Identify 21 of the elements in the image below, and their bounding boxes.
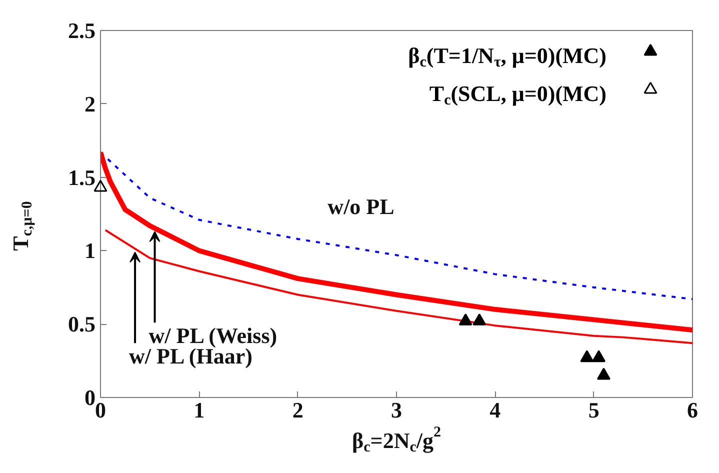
y-tick-label: 0.5 <box>68 312 96 337</box>
y-tick-label: 1.5 <box>68 164 96 190</box>
x-tick-label: 6 <box>687 398 698 422</box>
x-tick-label: 4 <box>490 398 501 422</box>
point <box>94 180 108 192</box>
point <box>592 350 606 362</box>
point <box>458 313 472 326</box>
line-series <box>100 151 692 300</box>
y-axis-title: Tc,μ=0 <box>8 201 36 251</box>
x-tick-label: 3 <box>391 398 402 422</box>
annotation: w/ PL (Weiss) <box>148 323 278 348</box>
point <box>580 350 594 362</box>
y-tick-label: 2 <box>84 91 96 116</box>
x-tick-label: 2 <box>292 398 304 422</box>
annotation: w/o PL <box>328 194 394 220</box>
point <box>596 368 610 380</box>
y-tick-label: 2.5 <box>68 18 96 43</box>
y-tick-label: 1 <box>84 238 96 264</box>
x-tick-label: 1 <box>194 398 205 422</box>
point <box>472 313 486 326</box>
x-tick-label: 5 <box>588 398 600 422</box>
